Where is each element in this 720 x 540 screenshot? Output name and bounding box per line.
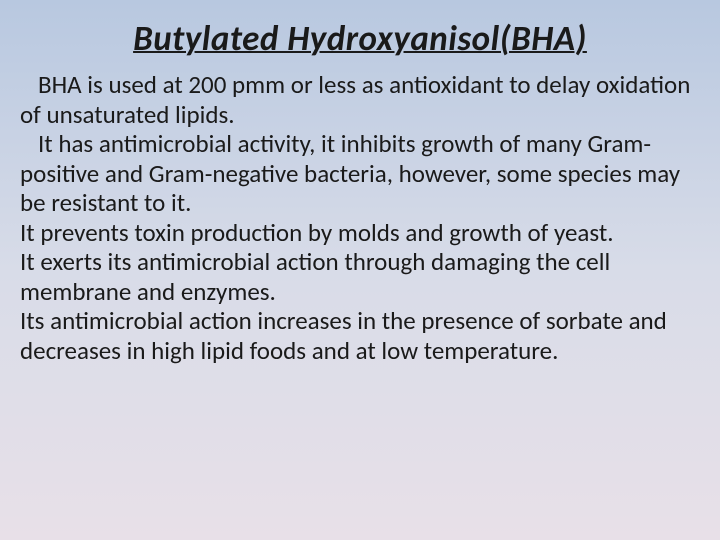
- slide-title: Butylated Hydroxyanisol(BHA): [20, 18, 700, 60]
- paragraph: It prevents toxin production by molds an…: [20, 218, 700, 248]
- paragraph: BHA is used at 200 pmm or less as antiox…: [20, 70, 700, 129]
- paragraph: It has antimicrobial activity, it inhibi…: [20, 129, 700, 218]
- paragraph: It exerts its antimicrobial action throu…: [20, 247, 700, 306]
- slide-body: BHA is used at 200 pmm or less as antiox…: [20, 70, 700, 365]
- paragraph: Its antimicrobial action increases in th…: [20, 306, 700, 365]
